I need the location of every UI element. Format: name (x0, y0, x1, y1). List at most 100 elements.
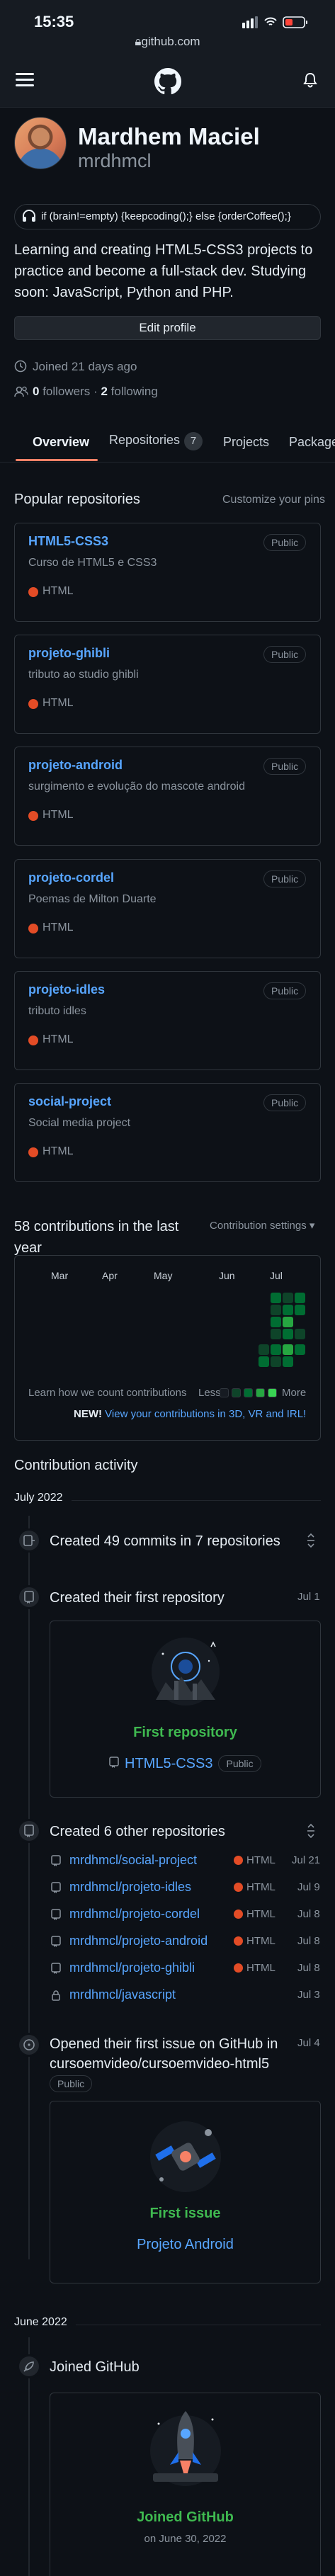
contribution-day[interactable] (259, 1356, 269, 1367)
avatar[interactable] (14, 117, 67, 169)
bell-icon[interactable] (303, 72, 317, 91)
language-color-dot (28, 699, 38, 709)
month-divider (14, 1500, 321, 1501)
language-color-dot (28, 1035, 38, 1045)
tab-projects[interactable]: Projects (223, 435, 270, 449)
new-3d-contributions[interactable]: NEW! View your contributions in 3D, VR a… (74, 1408, 306, 1420)
contribution-day[interactable] (283, 1293, 293, 1303)
repo-link[interactable]: mrdhmcl/social-project (69, 1853, 198, 1867)
first-repo-link[interactable]: HTML5-CSS3 Public (109, 1755, 261, 1772)
repo-description: Poemas de Milton Duarte (28, 893, 157, 905)
language-color-dot (234, 1963, 243, 1973)
edit-profile-button[interactable]: Edit profile (14, 316, 321, 340)
first-issue-label: First issue (149, 2206, 221, 2221)
contribution-day[interactable] (259, 1344, 269, 1355)
repo-language: HTML (42, 1033, 74, 1045)
contribution-day[interactable] (271, 1305, 281, 1315)
joined-github-label: Joined GitHub (137, 2509, 234, 2525)
month-label: Jul (270, 1270, 283, 1281)
contribution-day[interactable] (271, 1317, 281, 1327)
repo-card (14, 1083, 321, 1182)
status-icons (242, 14, 313, 33)
repo-link[interactable]: mrdhmcl/projeto-android (69, 1934, 208, 1948)
contribution-day[interactable] (295, 1344, 305, 1355)
profile-bio: Learning and creating HTML5-CSS3 project… (14, 242, 313, 300)
first-repo-date: Jul 1 (297, 1591, 320, 1603)
visibility-badge: Public (263, 1094, 307, 1111)
contribution-day[interactable] (295, 1293, 305, 1303)
contribution-day[interactable] (283, 1317, 293, 1327)
learn-contributions-link[interactable]: Learn how we count contributions (28, 1387, 187, 1399)
contribution-day[interactable] (271, 1293, 281, 1303)
month-label: Apr (102, 1270, 118, 1281)
repo-name-link[interactable]: projeto-cordel (28, 870, 115, 885)
first-issue-illustration (142, 2114, 229, 2203)
repo-icon (51, 1963, 61, 1978)
first-repo-name[interactable]: HTML5-CSS3 (125, 1755, 213, 1771)
issue-repo-visibility: Public (50, 2075, 93, 2092)
first-issue-link[interactable]: Projeto Android (137, 2237, 234, 2252)
commit-icon (17, 1528, 41, 1553)
repo-language: HTML (42, 921, 74, 934)
first-issue-title[interactable]: Opened their first issue on GitHub in cu… (50, 2036, 278, 2072)
contribution-settings-dropdown[interactable]: Contribution settings ▾ (210, 1220, 315, 1232)
contribution-day[interactable] (283, 1305, 293, 1315)
visibility-badge: Public (263, 646, 307, 663)
repo-language: HTML (246, 1854, 276, 1866)
repo-link[interactable]: mrdhmcl/projeto-cordel (69, 1907, 200, 1921)
repositories-counter: 7 (184, 432, 203, 450)
followers-separator: · (93, 385, 98, 398)
repo-language: HTML (246, 1908, 276, 1920)
contribution-day[interactable] (283, 1329, 293, 1339)
repo-name-link[interactable]: projeto-android (28, 758, 123, 772)
contribution-day[interactable] (295, 1305, 305, 1315)
repo-card (14, 635, 321, 734)
repo-card (14, 523, 321, 622)
repo-language: HTML (42, 809, 74, 821)
contribution-day[interactable] (283, 1356, 293, 1367)
contribution-day[interactable] (283, 1344, 293, 1355)
followers-following[interactable]: 0 followers · 2 following (33, 385, 158, 399)
joined-illustration (144, 2402, 227, 2498)
legend-cell (244, 1388, 253, 1397)
tab-packages[interactable]: Packages (289, 435, 335, 449)
repo-name-link[interactable]: HTML5-CSS3 (28, 534, 109, 548)
timeline-line (28, 2337, 30, 2576)
expand-icon[interactable] (306, 1533, 316, 1552)
contribution-day[interactable] (271, 1356, 281, 1367)
repo-link[interactable]: mrdhmcl/projeto-ghibli (69, 1961, 195, 1975)
view-3d-link[interactable]: View your contributions in 3D, VR and IR… (105, 1408, 307, 1420)
user-status[interactable] (14, 204, 321, 229)
repo-created-date: Jul 8 (297, 1908, 320, 1920)
customize-pins-link[interactable]: Customize your pins (222, 494, 325, 506)
repo-link[interactable]: mrdhmcl/javascript (69, 1987, 176, 2002)
github-logo-icon[interactable] (154, 68, 181, 98)
new-label: NEW! (74, 1408, 102, 1420)
repo-name-link[interactable]: projeto-ghibli (28, 646, 110, 660)
contribution-day[interactable] (271, 1329, 281, 1339)
tab-overview[interactable]: Overview (33, 435, 90, 449)
joined-github-title: Joined GitHub (50, 2359, 140, 2375)
other-repos-title[interactable]: Created 6 other repositories (50, 1824, 225, 1839)
expand-icon[interactable] (306, 1823, 316, 1842)
contribution-day[interactable] (295, 1329, 305, 1339)
repo-name-link[interactable]: projeto-idles (28, 982, 106, 997)
first-repo-visibility: Public (218, 1755, 261, 1772)
repo-card (14, 747, 321, 846)
month-label: Jun (219, 1270, 235, 1281)
contribution-day[interactable] (271, 1344, 281, 1355)
commits-summary[interactable]: Created 49 commits in 7 repositories (50, 1533, 280, 1549)
followers-label: followers (42, 385, 91, 398)
people-icon (14, 385, 28, 402)
tab-repositories[interactable]: Repositories 7 (109, 432, 203, 450)
first-repo-title: Created their first repository (50, 1590, 225, 1606)
visibility-badge: Public (263, 758, 307, 775)
address-bar[interactable]: 🔒︎github.com (0, 35, 335, 49)
repo-icon (51, 1882, 61, 1897)
following-count: 2 (101, 385, 108, 398)
repo-language: HTML (246, 1962, 276, 1974)
repo-created-date: Jul 3 (297, 1989, 320, 2001)
hamburger-menu-icon[interactable] (16, 72, 34, 91)
repo-link[interactable]: mrdhmcl/projeto-idles (69, 1880, 192, 1894)
repo-name-link[interactable]: social-project (28, 1094, 112, 1108)
